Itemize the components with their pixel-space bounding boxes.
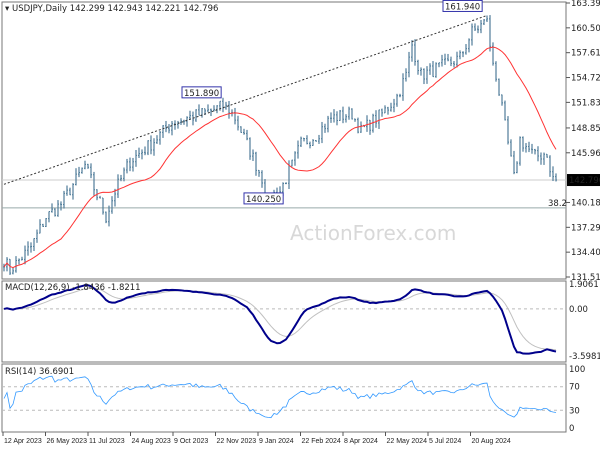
fib-label: 38.2: [548, 199, 567, 209]
macd-panel: [1, 280, 567, 363]
macd-line: [3, 284, 557, 355]
rsi-axis-label: 70: [569, 383, 580, 393]
macd-label: MACD(12,26,9) -1.8436 -1.8211: [5, 283, 141, 293]
chart-title: ▾ USDJPY,Daily 142.299 142.943 142.221 1…: [5, 4, 218, 14]
price-axis-label: 137.295: [571, 223, 600, 233]
macd-axis-label: 1.9061: [569, 280, 599, 290]
date-axis-label: 22 May 2024: [387, 438, 428, 445]
price-annotation-box: [181, 86, 222, 99]
macd-axis-label: 0.00: [569, 305, 588, 315]
current-price-label: 142.796: [569, 176, 600, 186]
rsi-panel: [1, 363, 567, 433]
panel-frames: [1, 1, 567, 433]
date-axis-label: 11 Jul 2023: [89, 438, 125, 445]
price-axis-label: 163.390: [571, 0, 600, 9]
price-axis-label: 131.515: [571, 273, 600, 283]
date-axis-label: 20 Aug 2024: [472, 438, 511, 445]
date-axis-label: 12 Apr 2023: [4, 438, 42, 445]
date-axis-label: 24 Aug 2023: [132, 438, 171, 445]
moving-average-line: [3, 46, 557, 269]
date-axis-label: 26 May 2023: [47, 438, 88, 445]
price-axis-label: 151.830: [571, 98, 600, 108]
date-axis-label: 9 Jan 2024: [259, 438, 294, 445]
price-annotation-box: [243, 192, 284, 205]
price-axis-label: 160.500: [571, 24, 600, 34]
price-annotation-label: 140.250: [246, 195, 281, 205]
date-axis-label: 8 Apr 2024: [344, 438, 378, 445]
main-panel: [1, 1, 567, 280]
rsi-label: RSI(14) 36.6901: [5, 367, 74, 377]
price-axis-label: 134.405: [571, 248, 600, 258]
date-axis-label: 5 Jul 2024: [429, 438, 461, 445]
macd-signal-line: [3, 287, 557, 351]
rsi-line: [3, 375, 557, 419]
price-axis-label: 145.965: [571, 149, 600, 159]
price-annotation-label: 161.940: [445, 2, 480, 12]
current-price-box: [567, 174, 600, 187]
macd-axis-label: -3.5981: [569, 352, 600, 362]
watermark: ActionForex.com: [290, 221, 456, 245]
rsi-axis-label: 30: [569, 406, 580, 416]
date-axis-label: 22 Nov 2023: [217, 438, 257, 445]
price-axis-label: 148.855: [571, 124, 600, 134]
price-annotation-box: [442, 0, 483, 12]
trendline: [3, 14, 488, 185]
rsi-axis-label: 0: [569, 424, 574, 434]
price-bars: [3, 15, 557, 275]
price-axis-label: 154.720: [571, 74, 600, 84]
rsi-axis-label: 100: [569, 365, 585, 375]
date-axis-label: 9 Oct 2023: [174, 438, 208, 445]
price-annotation-label: 151.890: [184, 89, 219, 99]
price-axis-label: 140.185: [571, 198, 600, 208]
price-axis-label: 157.610: [571, 49, 600, 59]
date-axis-label: 22 Feb 2024: [302, 438, 341, 445]
